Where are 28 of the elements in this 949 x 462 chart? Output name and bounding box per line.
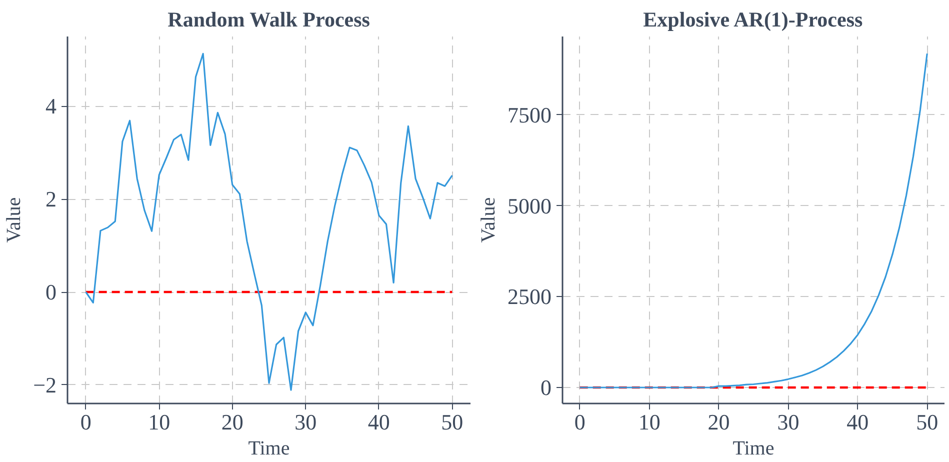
y-tick-label: 2500 [508,284,552,310]
x-tick-label: 10 [638,410,660,434]
x-tick-label: 20 [708,410,730,434]
line-series [85,52,453,391]
y-tick-label: 0 [540,375,552,400]
y-tick-label: 7500 [508,102,552,128]
y-axis-title: Value [3,197,26,243]
x-axis-title: Time [248,438,290,460]
x-tick-label: 0 [80,410,92,434]
y-tick-label: 2 [46,186,56,212]
y-tick-label: 4 [46,94,56,119]
y-tick-label: 0 [46,280,56,305]
x-tick-label: 20 [221,410,244,434]
x-axis-title: Time [732,438,774,460]
chart-title: Explosive AR(1)-Process [643,8,863,32]
x-tick-label: 0 [574,410,586,434]
x-tick-label: 10 [148,410,170,434]
y-tick-label: 5000 [508,193,552,218]
x-tick-label: 50 [916,410,938,434]
x-tick-label: 30 [294,410,317,434]
x-tick-label: 50 [441,410,464,434]
line-series [579,52,928,388]
x-tick-label: 30 [777,410,800,434]
x-tick-label: 40 [846,410,869,434]
chart-title: Random Walk Process [168,8,370,32]
y-axis-title: Value [478,197,500,243]
x-tick-label: 40 [368,410,390,434]
y-tick-label: −2 [33,372,57,398]
